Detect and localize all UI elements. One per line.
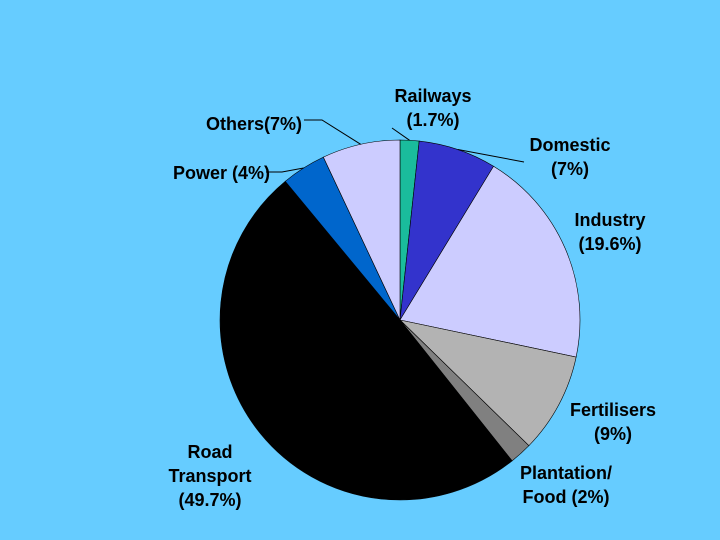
pie-slices xyxy=(219,139,581,501)
slice-label-road-transport-name-2: Transport xyxy=(168,466,252,486)
slice-label-others: Others(7%) xyxy=(190,112,302,136)
slice-label-power-name: Power (4%) xyxy=(172,163,270,183)
slice-label-plantation-value: Food (2%) xyxy=(522,487,610,507)
slice-label-power: Power (4%) xyxy=(150,161,270,185)
slice-label-railways-name: Railways xyxy=(394,86,472,106)
slice-label-plantation-name: Plantation/ xyxy=(519,463,612,483)
pie-slice-fertilisers xyxy=(399,319,577,447)
slice-label-industry: Industry (19.6%) xyxy=(560,208,660,256)
pie-slice-industry xyxy=(399,165,581,358)
slice-label-industry-value: (19.6%) xyxy=(578,234,642,254)
slice-label-domestic-name: Domestic xyxy=(529,135,611,155)
leader-lines xyxy=(266,119,525,173)
slice-label-railways-value: (1.7%) xyxy=(406,110,460,130)
pie-slice-others xyxy=(322,139,401,321)
slice-label-domestic: Domestic (7%) xyxy=(520,133,620,181)
leader-line-domestic xyxy=(457,149,525,163)
leader-line-railways xyxy=(391,127,410,141)
slice-label-railways: Railways (1.7%) xyxy=(378,84,488,132)
slice-label-road-transport-value: (49.7%) xyxy=(178,490,242,510)
slice-label-road-transport-name: Road xyxy=(187,442,233,462)
slice-label-fertilisers: Fertilisers (9%) xyxy=(558,398,668,446)
pie-slice-road-transport xyxy=(219,180,513,501)
slice-label-fertilisers-name: Fertilisers xyxy=(569,400,657,420)
slice-label-domestic-value: (7%) xyxy=(550,159,589,179)
slice-label-road-transport: Road Transport (49.7%) xyxy=(150,440,270,512)
slice-label-fertilisers-value: (9%) xyxy=(593,424,632,444)
leader-line-power xyxy=(266,167,304,173)
slice-label-others-name: Others(7%) xyxy=(205,114,302,134)
slice-label-plantation: Plantation/ Food (2%) xyxy=(506,461,626,509)
leader-line-others xyxy=(304,119,361,145)
slice-label-industry-name: Industry xyxy=(574,210,646,230)
